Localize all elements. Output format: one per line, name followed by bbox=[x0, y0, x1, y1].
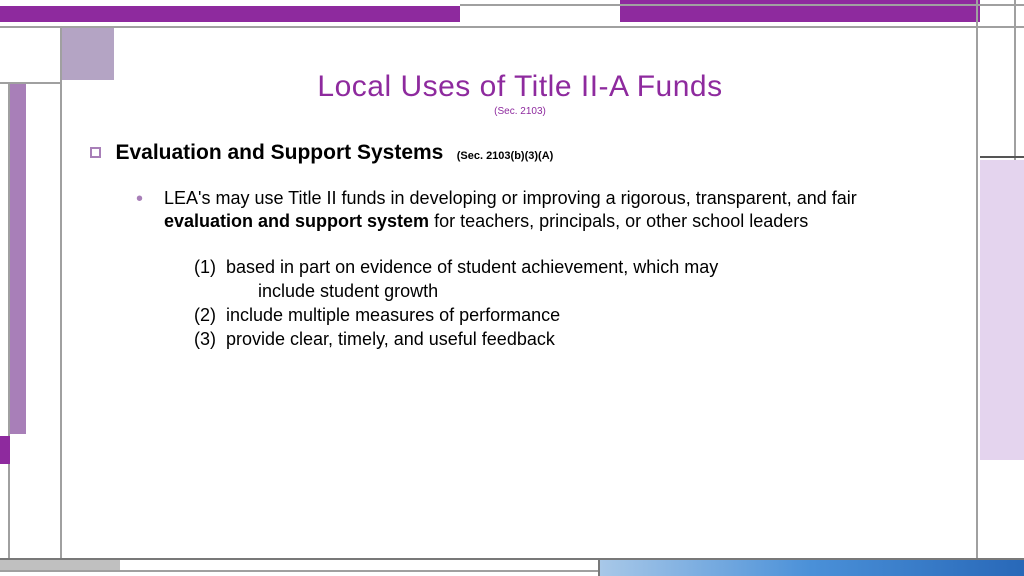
decor-right-lavender-panel bbox=[980, 160, 1024, 460]
list-text: based in part on evidence of student ach… bbox=[226, 255, 950, 303]
list-number: (2) bbox=[194, 303, 226, 327]
square-bullet-icon bbox=[90, 147, 101, 158]
section-citation: (Sec. 2103(b)(3)(A) bbox=[457, 150, 554, 162]
decor-line bbox=[60, 28, 62, 558]
body-paragraph: •LEA's may use Title II funds in develop… bbox=[144, 187, 950, 233]
numbered-list: (1) based in part on evidence of student… bbox=[194, 255, 950, 351]
body-text-pre: LEA's may use Title II funds in developi… bbox=[164, 188, 857, 208]
list-item: (3) provide clear, timely, and useful fe… bbox=[194, 327, 950, 351]
slide-title-citation: (Sec. 2103) bbox=[90, 106, 950, 117]
decor-line bbox=[460, 4, 1024, 6]
slide-content: Local Uses of Title II-A Funds (Sec. 210… bbox=[90, 70, 950, 352]
decor-line bbox=[1014, 0, 1016, 160]
decor-bottom-blue-gradient bbox=[600, 560, 1024, 576]
list-number: (1) bbox=[194, 255, 226, 303]
decor-line bbox=[976, 0, 978, 576]
decor-top-purple-bar bbox=[0, 6, 460, 22]
body-text-post: for teachers, principals, or other schoo… bbox=[429, 211, 808, 231]
list-number: (3) bbox=[194, 327, 226, 351]
decor-line bbox=[980, 156, 1024, 158]
decor-left-lavender-bar bbox=[10, 84, 26, 434]
list-item: (2) include multiple measures of perform… bbox=[194, 303, 950, 327]
list-text: provide clear, timely, and useful feedba… bbox=[226, 327, 950, 351]
slide-title: Local Uses of Title II-A Funds bbox=[90, 70, 950, 104]
list-item: (1) based in part on evidence of student… bbox=[194, 255, 950, 303]
section-row: Evaluation and Support Systems (Sec. 210… bbox=[90, 141, 950, 165]
section-heading: Evaluation and Support Systems bbox=[115, 141, 443, 164]
decor-left-purple-chip bbox=[0, 436, 10, 464]
body-text-bold: evaluation and support system bbox=[164, 211, 429, 231]
decor-line bbox=[0, 26, 1024, 28]
list-text: include multiple measures of performance bbox=[226, 303, 950, 327]
decor-line bbox=[0, 570, 600, 572]
decor-line bbox=[598, 560, 600, 576]
